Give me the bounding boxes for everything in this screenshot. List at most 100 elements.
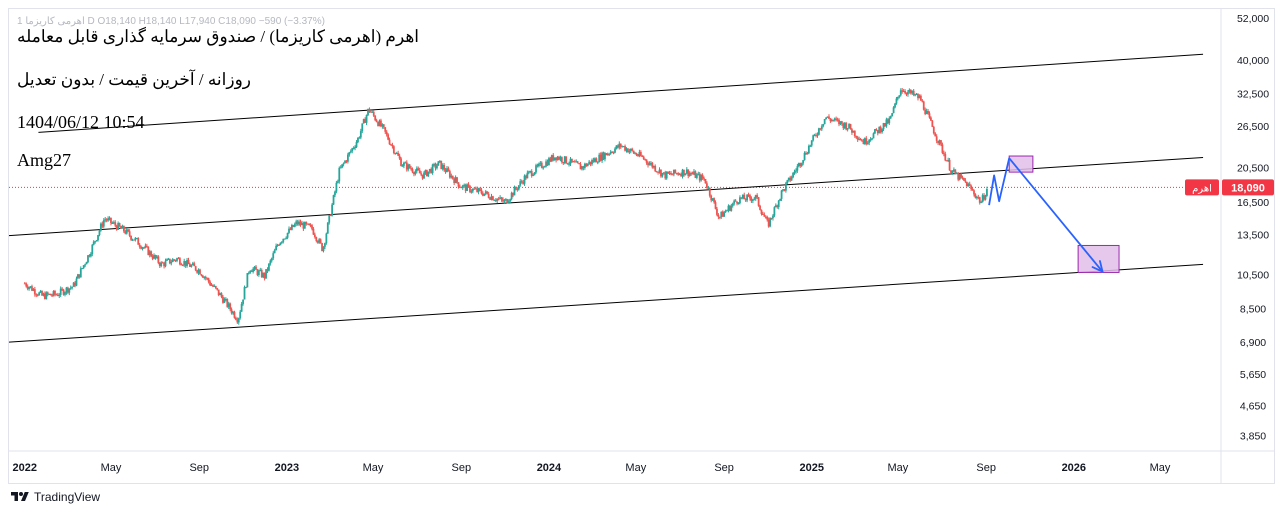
candle-body <box>749 195 751 199</box>
candle-body <box>397 153 400 156</box>
candle-body <box>124 231 127 234</box>
candle-body <box>417 168 420 171</box>
last-price-badge[interactable] <box>1222 179 1274 196</box>
candle-body <box>685 169 688 174</box>
candle-body <box>783 189 786 191</box>
channel-line-upper[interactable] <box>38 53 1204 133</box>
candle-body <box>869 139 872 141</box>
candle-body <box>420 173 423 175</box>
candle-body <box>354 147 356 149</box>
candle-body <box>496 198 499 201</box>
candle-body <box>576 161 579 164</box>
candle-body <box>896 96 899 99</box>
chart-frame[interactable]: 52,000 40,000 32,500 26,500 20,500 16,500 13,5… <box>8 8 1275 484</box>
candle-body <box>806 153 809 155</box>
y-tick-label: 5,650 <box>1240 369 1266 381</box>
candle-body <box>504 199 507 201</box>
candle-body <box>904 90 906 94</box>
candle-body <box>302 223 305 229</box>
candle-body <box>569 158 572 164</box>
candle-body <box>199 269 201 275</box>
candle-body <box>977 197 980 199</box>
candle-body <box>655 171 658 173</box>
candle-body <box>789 177 792 181</box>
candle-body <box>787 177 790 181</box>
candle-body <box>769 217 771 227</box>
candle-body <box>585 163 588 167</box>
candle-body <box>754 195 757 199</box>
candle-body <box>628 150 631 153</box>
candle-body <box>279 242 282 246</box>
candle-body <box>784 183 787 191</box>
target-zone-1[interactable] <box>1008 155 1034 173</box>
candle-body <box>158 262 161 266</box>
candle-body <box>313 234 316 238</box>
candle-body <box>170 262 173 264</box>
candle-body <box>698 173 701 181</box>
candle-body <box>315 237 318 241</box>
candle-body <box>243 287 246 300</box>
candle-body <box>359 131 362 138</box>
candle-body <box>194 266 197 271</box>
candle-body <box>853 130 856 137</box>
candle-body <box>269 260 272 264</box>
candle-body <box>355 142 358 148</box>
candle-body <box>464 184 467 191</box>
candle-body <box>486 191 489 194</box>
candle-body <box>64 292 66 295</box>
candle-body <box>234 317 237 320</box>
candle-body <box>364 119 367 123</box>
candle-body <box>658 169 661 173</box>
candle-body <box>879 126 882 133</box>
candle-body <box>120 226 122 229</box>
candle-body <box>812 135 815 141</box>
candle-body <box>674 169 677 174</box>
candle-body <box>424 170 427 173</box>
y-tick-label: 4,650 <box>1240 400 1266 412</box>
candle-body <box>826 116 829 118</box>
candle-body <box>121 225 124 229</box>
candle-body <box>691 173 694 175</box>
candle-body <box>539 162 542 164</box>
candle-body <box>81 268 84 270</box>
candle-body <box>730 205 733 211</box>
candle-body <box>168 258 171 264</box>
candle-body <box>625 148 628 151</box>
symbol-tag <box>1185 179 1219 196</box>
candle-body <box>471 188 474 192</box>
candle-body <box>889 116 892 119</box>
candle-body <box>448 171 451 178</box>
candle-body <box>878 126 881 134</box>
candle-body <box>415 168 418 172</box>
x-tick-label: May <box>363 462 384 474</box>
candle-body <box>272 253 275 259</box>
projection-path[interactable] <box>988 157 1104 273</box>
candle-body <box>345 160 348 162</box>
candle-body <box>31 286 33 291</box>
candle-body <box>714 202 717 209</box>
candle-body <box>66 287 69 293</box>
candle-body <box>209 281 211 286</box>
candle-body <box>967 183 970 187</box>
x-tick-label: 2026 <box>1062 462 1086 474</box>
candle-body <box>55 294 58 296</box>
candle-body <box>368 108 371 112</box>
channel-line-middle[interactable] <box>9 156 1204 237</box>
tradingview-branding[interactable]: TradingView <box>10 489 100 505</box>
candle-body <box>909 89 912 94</box>
candle-body <box>614 148 616 153</box>
candle-body <box>102 220 105 227</box>
channel-line-lower[interactable] <box>9 263 1204 343</box>
candle-body <box>98 230 101 236</box>
candle-body <box>336 181 339 183</box>
candle-body <box>147 246 150 256</box>
candle-body <box>387 134 390 140</box>
candle-body <box>163 262 165 267</box>
candle-body <box>461 185 464 189</box>
candle-body <box>971 188 974 191</box>
candle-body <box>945 160 948 162</box>
candle-body <box>503 200 506 202</box>
candle-body <box>85 262 88 265</box>
candle-body <box>453 178 456 184</box>
price-chart[interactable]: 52,000 40,000 32,500 26,500 20,500 16,500 13,5… <box>9 9 1275 484</box>
